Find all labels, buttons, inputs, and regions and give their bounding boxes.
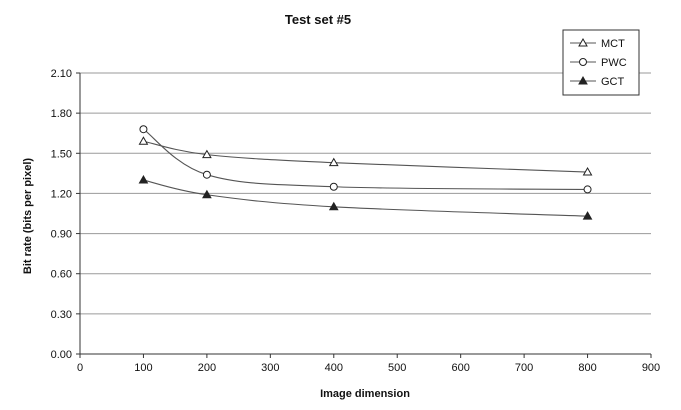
series-mct-point	[202, 149, 212, 159]
series-mct-line	[143, 140, 588, 173]
x-tick-label: 500	[388, 362, 406, 374]
data-series	[138, 125, 593, 220]
x-tick-label: 400	[325, 362, 343, 374]
series-mct-point	[582, 167, 593, 176]
y-tick-label: 1.50	[51, 148, 72, 160]
series-gct-point	[328, 201, 339, 211]
series-mct-point	[328, 157, 339, 167]
legend-mct-label: MCT	[601, 38, 625, 50]
y-axis-title: Bit rate (bits per pixel)	[22, 158, 34, 274]
series-pwc-point	[202, 170, 211, 179]
x-tick-label: 100	[134, 362, 152, 374]
y-tick-label: 2.10	[51, 68, 72, 80]
x-tick-label: 300	[261, 362, 279, 374]
legend-pwc-label: PWC	[601, 57, 627, 69]
series-mct-point	[138, 136, 149, 145]
series-gct-line	[143, 179, 588, 217]
grid-lines	[80, 72, 651, 355]
legend-gct-label: GCT	[601, 76, 625, 88]
legend-box	[562, 29, 640, 96]
series-gct-point	[138, 175, 149, 184]
legend-mct-marker	[578, 37, 588, 47]
y-tick-label: 0.90	[51, 229, 72, 241]
x-tick-label: 900	[642, 362, 660, 374]
series-pwc-point	[329, 182, 338, 191]
x-tick-label: 700	[515, 362, 533, 374]
y-tick-label: 1.20	[51, 188, 72, 200]
legend-gct-marker	[578, 75, 588, 85]
y-tick-label: 0.60	[51, 269, 72, 281]
series-gct-point	[582, 211, 593, 220]
axes: 0.00 0.30 0.60 0.90 1.20 1.50 1.80 2.10 0 100 200 3…	[51, 68, 661, 374]
chart-title: Test set #5	[285, 12, 351, 27]
series-gct-point	[202, 189, 212, 199]
x-tick-label: 0	[77, 362, 83, 374]
x-tick-label: 800	[578, 362, 596, 374]
legend: MCT PWC GCT	[562, 29, 640, 96]
legend-pwc-marker	[579, 58, 587, 66]
x-axis-title: Image dimension	[320, 388, 410, 400]
y-tick-label: 1.80	[51, 108, 72, 120]
series-gct	[138, 175, 593, 220]
series-pwc-point	[583, 185, 592, 194]
y-tick-label: 0.00	[51, 349, 72, 361]
series-mct	[138, 136, 593, 176]
x-tick-label: 600	[451, 362, 469, 374]
series-pwc-point	[139, 125, 148, 134]
series-pwc	[139, 125, 592, 194]
y-tick-label: 0.30	[51, 309, 72, 321]
series-pwc-line	[143, 128, 588, 190]
x-tick-label: 200	[198, 362, 216, 374]
